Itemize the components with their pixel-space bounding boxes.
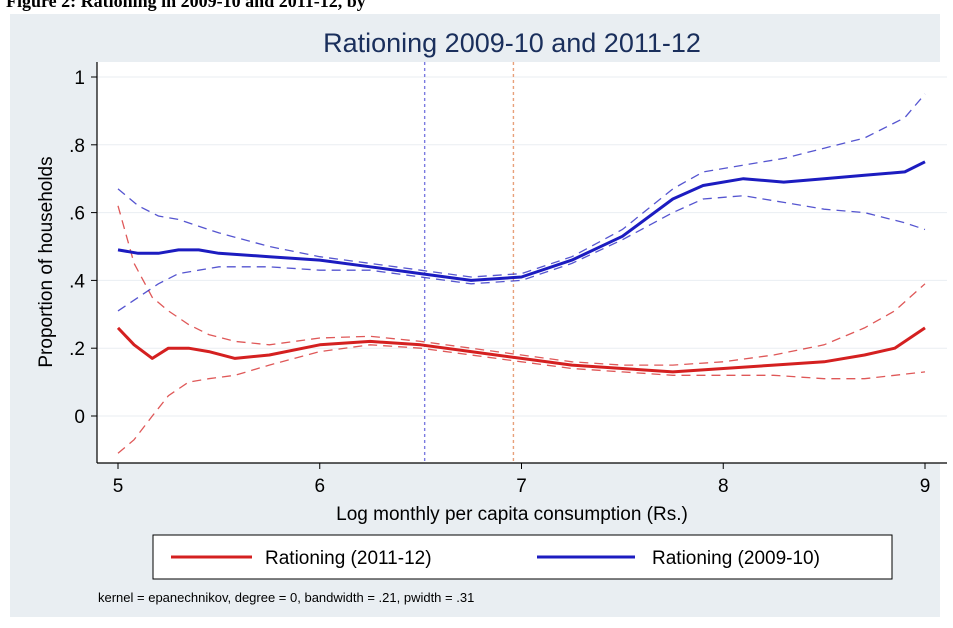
chart-title: Rationing 2009-10 and 2011-12: [323, 28, 701, 58]
x-tick-label: 6: [314, 476, 325, 497]
x-axis-label: Log monthly per capita consumption (Rs.): [336, 504, 688, 525]
x-tick-label: 7: [516, 476, 527, 497]
figure-caption: Figure 2: Rationing in 2009-10 and 2011-…: [6, 0, 366, 11]
x-ticks: 5 6 7 8 9: [113, 463, 931, 497]
y-tick-label: 0: [74, 407, 85, 428]
ci-lower-2009: [117, 195, 926, 312]
y-tick-label: .4: [69, 271, 85, 292]
y-tick-label: .8: [69, 136, 85, 157]
y-tick-label: 1: [74, 68, 85, 89]
y-tick-label: .2: [69, 339, 85, 360]
legend-box: [152, 534, 893, 580]
y-tick-label: .6: [69, 204, 85, 225]
plot-area: [97, 62, 947, 463]
ci-lower-2011: [117, 344, 926, 454]
y-ticks: 0 .2 .4 .6 .8 1: [69, 68, 97, 428]
chart-note: kernel = epanechnikov, degree = 0, bandw…: [98, 590, 474, 605]
x-tick-label: 9: [920, 476, 931, 497]
x-tick-label: 5: [113, 476, 124, 497]
ci-upper-2011: [117, 205, 926, 366]
series-line-2011: [116, 326, 926, 374]
series-line-2009: [117, 160, 926, 282]
ci-upper-2009: [117, 93, 926, 278]
legend-label-2009: Rationing (2009-10): [652, 548, 820, 569]
reference-lines: [423, 62, 515, 463]
legend-label-2011: Rationing (2011-12): [265, 548, 432, 569]
x-tick-label: 8: [718, 476, 729, 497]
series-layer: [116, 93, 926, 454]
legend: Rationing (2011-12) Rationing (2009-10): [152, 534, 893, 580]
y-axis-label: Proportion of households: [36, 156, 57, 367]
